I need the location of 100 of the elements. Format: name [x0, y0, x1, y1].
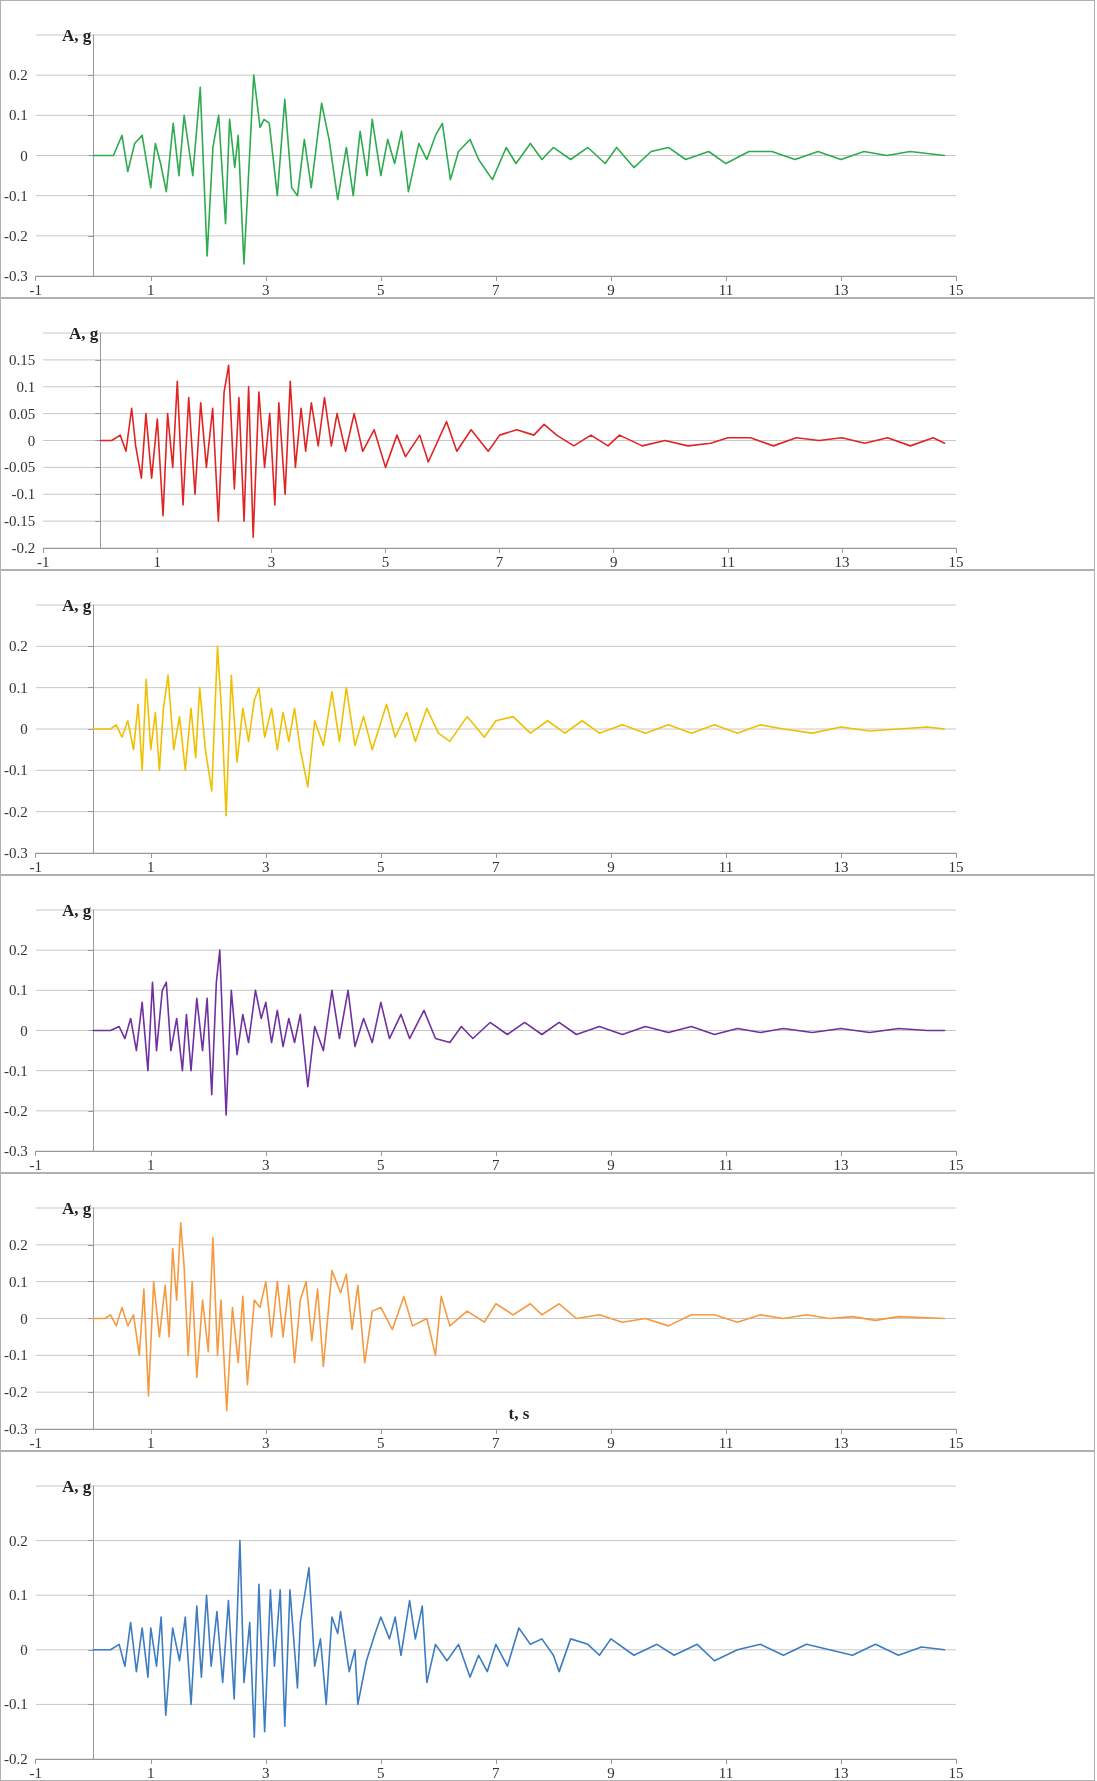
x-tick-label: 11	[718, 858, 734, 875]
x-tick-label: 11	[718, 1764, 734, 1781]
x-tick-label: 9	[607, 858, 615, 875]
y-tick-label: 0.05	[9, 405, 36, 422]
y-tick-label: -0.2	[4, 1102, 28, 1119]
y-axis-title: A, g	[61, 25, 92, 45]
y-tick-label: -0.2	[4, 1751, 28, 1767]
x-tick-label: 5	[377, 1156, 385, 1173]
y-tick-label: 0.1	[16, 378, 36, 395]
y-tick-label: -0.3	[4, 268, 28, 284]
y-tick-label: 0	[27, 432, 36, 449]
y-tick-label: -0.3	[4, 1421, 28, 1437]
y-tick-label: 0.2	[9, 638, 28, 655]
x-tick-label: 7	[492, 281, 501, 298]
x-tick-label: 7	[495, 553, 504, 570]
y-tick-label: 0	[20, 147, 28, 164]
x-tick-label: 13	[833, 1156, 849, 1173]
x-tick-label: 5	[377, 1434, 385, 1451]
x-axis-title: t, s	[508, 1404, 530, 1423]
y-tick-label: -0.1	[11, 486, 36, 503]
y-tick-label: -0.3	[4, 845, 28, 861]
y-tick-label: 0.1	[9, 107, 28, 124]
x-tick-label: 7	[492, 1156, 501, 1173]
y-axis-title: A, g	[61, 595, 92, 615]
y-tick-label: 0.1	[9, 982, 28, 999]
x-tick-label: 5	[381, 553, 390, 570]
x-tick-label: 1	[147, 1434, 155, 1451]
x-tick-label: -1	[37, 553, 50, 570]
y-tick-label: -0.1	[4, 1347, 28, 1364]
x-tick-label: 9	[609, 553, 618, 570]
x-tick-label: 3	[262, 1434, 270, 1451]
y-axis-title: A, g	[61, 1198, 92, 1218]
x-tick-label: 3	[262, 281, 270, 298]
x-tick-label: 5	[377, 281, 385, 298]
y-tick-label: 0	[20, 1310, 28, 1327]
x-tick-label: 15	[948, 1156, 964, 1173]
x-tick-label: 13	[834, 553, 850, 570]
x-tick-label: 15	[948, 858, 964, 875]
y-tick-label: 0.2	[9, 1236, 28, 1253]
x-tick-label: 15	[948, 553, 964, 570]
x-tick-label: -1	[29, 1764, 42, 1781]
x-tick-label: 7	[492, 858, 501, 875]
x-tick-label: 15	[948, 281, 964, 298]
x-tick-label: -1	[29, 1156, 42, 1173]
x-tick-label: 1	[147, 858, 155, 875]
x-tick-label: 13	[833, 1764, 849, 1781]
y-tick-label: 0.1	[9, 1587, 28, 1604]
y-tick-label: -0.1	[4, 762, 28, 779]
y-tick-label: 0.15	[9, 351, 36, 368]
x-tick-label: 9	[607, 1434, 615, 1451]
x-tick-label: 11	[718, 281, 734, 298]
x-tick-label: 13	[833, 1434, 849, 1451]
x-tick-label: 9	[607, 1156, 615, 1173]
y-tick-label: 0.2	[9, 942, 28, 959]
y-tick-label: -0.15	[4, 513, 36, 530]
y-tick-label: -0.2	[4, 803, 28, 820]
x-tick-label: 13	[833, 281, 849, 298]
x-tick-label: -1	[29, 858, 42, 875]
y-tick-label: 0	[20, 1022, 28, 1039]
x-tick-label: 1	[147, 1156, 155, 1173]
y-tick-label: -0.2	[4, 227, 28, 244]
x-tick-label: 5	[377, 858, 385, 875]
line-series	[92, 74, 946, 265]
x-tick-label: 1	[147, 1764, 155, 1781]
y-tick-label: 0.1	[9, 679, 28, 696]
line-series	[92, 949, 946, 1116]
x-tick-label: 9	[607, 281, 615, 298]
y-axis-title: A, g	[69, 323, 99, 343]
x-tick-label: 7	[492, 1764, 501, 1781]
x-tick-label: 11	[718, 1156, 734, 1173]
line-series	[99, 364, 946, 539]
line-series	[92, 645, 946, 817]
y-tick-label: 0.2	[9, 67, 28, 84]
x-tick-label: 15	[948, 1434, 964, 1451]
y-axis-title: A, g	[61, 900, 92, 920]
line-series	[92, 1539, 946, 1738]
y-tick-label: 0	[20, 721, 28, 737]
y-tick-label: 0.1	[9, 1273, 28, 1290]
x-tick-label: 11	[718, 1434, 734, 1451]
y-tick-label: -0.3	[4, 1143, 28, 1159]
x-tick-label: 1	[153, 553, 162, 570]
y-tick-label: -0.2	[4, 1384, 28, 1401]
y-tick-label: 0.2	[9, 1532, 28, 1549]
x-tick-label: 3	[262, 1156, 270, 1173]
x-tick-label: 3	[262, 1764, 270, 1781]
x-tick-label: 11	[720, 553, 736, 570]
x-tick-label: 5	[377, 1764, 385, 1781]
x-tick-label: -1	[29, 281, 42, 298]
x-tick-label: 13	[833, 858, 849, 875]
y-tick-label: -0.2	[11, 540, 36, 556]
y-tick-label: -0.1	[4, 1696, 28, 1713]
x-tick-label: 15	[948, 1764, 964, 1781]
x-tick-label: -1	[29, 1434, 42, 1451]
x-tick-label: 3	[262, 858, 270, 875]
y-tick-label: -0.1	[4, 1062, 28, 1079]
x-tick-label: 7	[492, 1434, 501, 1451]
x-tick-label: 1	[147, 281, 155, 298]
y-tick-label: -0.1	[4, 187, 28, 204]
y-axis-title: A, g	[61, 1476, 92, 1496]
x-tick-label: 3	[267, 553, 276, 570]
